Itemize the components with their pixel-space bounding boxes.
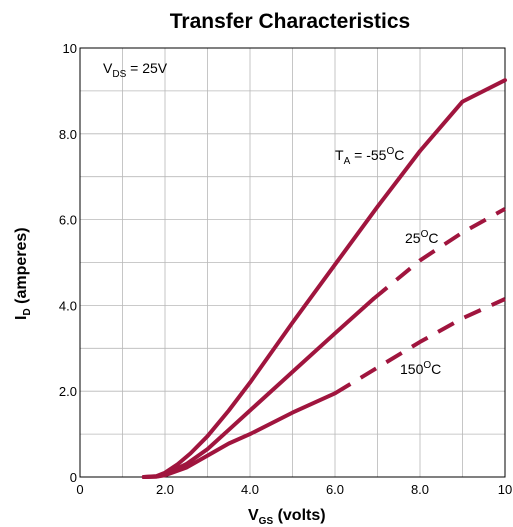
x-tick-label: 6.0: [326, 482, 344, 497]
y-axis-label: ID (amperes): [13, 227, 33, 320]
chart-title: Transfer Characteristics: [170, 10, 410, 33]
series-line-0-solid: [141, 78, 507, 479]
y-tick-label: 6.0: [59, 213, 77, 228]
series-line-2-dashed: [333, 297, 506, 396]
series-group: [141, 78, 507, 479]
y-tick-label: 8.0: [59, 127, 77, 142]
plot-frame: [79, 47, 506, 478]
series-label-minus55: TA = -55OC: [335, 146, 404, 167]
x-tick-label: 10: [498, 482, 512, 497]
series-line-1-solid: [141, 297, 376, 479]
x-axis-label: VGS (volts): [248, 507, 326, 527]
y-tick-label: 10: [63, 41, 77, 56]
series-line-1-dashed: [372, 207, 506, 301]
x-tick-label: 8.0: [411, 482, 429, 497]
x-tick-label: 0: [76, 482, 83, 497]
series-line-2-solid: [141, 391, 337, 479]
y-tick-label: 4.0: [59, 298, 77, 313]
y-tick-label: 2.0: [59, 384, 77, 399]
x-tick-label: 2.0: [156, 482, 174, 497]
series-label-150: 150OC: [400, 360, 441, 377]
tick-labels: 0 2.0 4.0 6.0 8.0 10 0 2.0 4.0 6.0 8.0 10: [59, 41, 512, 497]
y-tick-label: 0: [70, 470, 77, 485]
condition-label: VDS = 25V: [103, 60, 168, 80]
x-tick-label: 4.0: [241, 482, 259, 497]
grid-lines: [80, 48, 505, 477]
series-label-25: 25OC: [405, 229, 438, 246]
